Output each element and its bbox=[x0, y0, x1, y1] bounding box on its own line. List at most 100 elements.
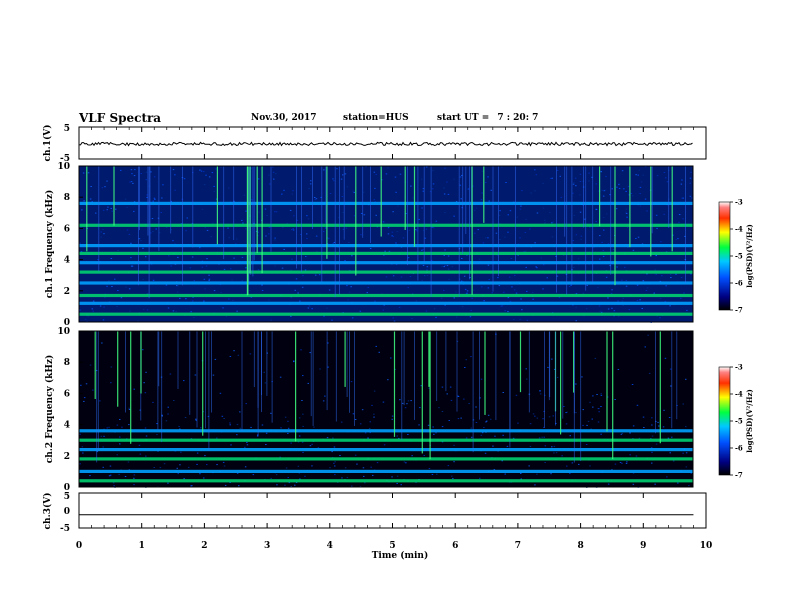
ch2-spectrogram-noise bbox=[589, 465, 591, 467]
ch2-spectrogram-noise bbox=[582, 424, 584, 426]
ch1-spectrogram-noise bbox=[520, 205, 522, 207]
ch1-spectrogram-sferic bbox=[261, 166, 263, 274]
ch1-spectrogram-noise bbox=[597, 287, 599, 289]
ch2-spectrogram-band bbox=[79, 479, 694, 483]
ch1-spectrogram-noise bbox=[504, 310, 506, 312]
ch1-spectrogram-noise bbox=[613, 310, 616, 312]
ch1-spectrogram-band bbox=[79, 251, 694, 255]
ch1-spectrogram-noise bbox=[602, 195, 605, 197]
ch1-spectrogram-noise bbox=[609, 194, 611, 196]
ch2-spectrogram-noise bbox=[246, 444, 249, 446]
ch2-spectrogram-noise bbox=[252, 474, 255, 476]
ch2-spectrogram-noise bbox=[295, 482, 298, 483]
ch2-spectrogram-ytick-label: 6 bbox=[64, 389, 70, 399]
ch2-spectrogram-noise bbox=[484, 452, 487, 454]
ch2-spectrogram-noise bbox=[449, 386, 452, 388]
ch2-spectrogram-noise bbox=[526, 378, 528, 380]
ch2-spectrogram-noise bbox=[369, 432, 371, 434]
ch2-spectrogram-noise bbox=[80, 384, 82, 386]
ch2-spectrogram-noise bbox=[116, 454, 118, 456]
ch1-spectrogram-noise bbox=[626, 227, 629, 228]
ch1-spectrogram-noise bbox=[509, 300, 512, 302]
ch2-spectrogram-noise bbox=[184, 417, 187, 418]
ch1-spectrogram-noise bbox=[102, 319, 105, 321]
ch1-spectrogram-sferic bbox=[614, 166, 616, 286]
ch1-spectrogram-noise bbox=[507, 297, 510, 299]
ch2-spectrogram-noise bbox=[663, 409, 665, 411]
ch1-spectrogram-noise bbox=[582, 292, 585, 294]
ch1-spectrogram-noise bbox=[579, 194, 581, 196]
ch1-spectrogram-noise bbox=[609, 265, 611, 267]
ch2-spectrogram-noise bbox=[79, 463, 81, 465]
ch2-spectrogram-noise bbox=[145, 371, 147, 373]
ch1-spectrogram-noise bbox=[646, 287, 649, 289]
ch2-spectrogram-noise bbox=[555, 452, 558, 454]
ch2-spectrogram-noise bbox=[383, 444, 386, 446]
ch2-spectrogram-ytick-label: 2 bbox=[64, 452, 70, 462]
ch1-spectrogram-noise bbox=[186, 217, 188, 219]
ch1-spectrogram-noise bbox=[192, 296, 194, 298]
ch1-spectrogram-sferic bbox=[248, 166, 250, 283]
ch1-spectrogram-noise bbox=[150, 171, 152, 173]
ch1-spectrogram-colorbar-tick-label: -3 bbox=[735, 198, 743, 207]
ch2-spectrogram-noise bbox=[299, 478, 301, 480]
ch1-spectrogram-noise bbox=[232, 299, 234, 301]
ch1-spectrogram-noise bbox=[315, 235, 318, 237]
ch1-spectrogram-noise bbox=[656, 175, 659, 177]
ch1-spectrogram-noise bbox=[588, 180, 590, 182]
ch2-spectrogram-noise bbox=[457, 395, 459, 397]
ch2-spectrogram-noise bbox=[538, 437, 541, 439]
ch1-spectrogram-noise bbox=[669, 274, 672, 276]
ch2-spectrogram-noise bbox=[249, 353, 252, 355]
ch1-spectrogram-noise bbox=[225, 315, 228, 317]
ch1-spectrogram-noise bbox=[373, 171, 376, 173]
ch2-spectrogram-noise bbox=[647, 334, 649, 336]
ch1-spectrogram-noise bbox=[89, 198, 92, 200]
ch1-spectrogram-noise bbox=[324, 227, 327, 229]
ch1-spectrogram-noise bbox=[102, 229, 104, 230]
ch1-spectrogram-sferic bbox=[147, 166, 149, 236]
ch1-spectrogram-noise bbox=[644, 166, 647, 168]
ch2-spectrogram-sferic bbox=[580, 331, 582, 462]
ch2-spectrogram-noise bbox=[216, 437, 218, 439]
ch2-spectrogram-noise bbox=[331, 451, 333, 453]
ch1-spectrogram-noise bbox=[106, 180, 108, 182]
ch1-spectrogram-noise bbox=[245, 228, 247, 230]
ch2-spectrogram-sferic bbox=[335, 331, 337, 422]
ch1-spectrogram-noise bbox=[656, 315, 658, 317]
ch1-spectrogram-noise bbox=[409, 276, 412, 278]
ch2-spectrogram-noise bbox=[354, 419, 357, 420]
ch2-spectrogram-sferic bbox=[436, 331, 438, 402]
ch1-spectrogram-noise bbox=[569, 249, 572, 251]
ch2-spectrogram-noise bbox=[99, 400, 101, 402]
ch1-spectrogram-sferic bbox=[404, 166, 406, 230]
ch1-spectrogram-noise bbox=[274, 239, 276, 241]
ch1-spectrogram-noise bbox=[220, 292, 222, 293]
ch2-spectrogram-noise bbox=[288, 482, 291, 484]
ch1-spectrogram-noise bbox=[656, 227, 658, 229]
ch1-spectrogram-noise bbox=[583, 315, 585, 317]
ch1-spectrogram-noise bbox=[336, 168, 338, 170]
ch2-spectrogram-noise bbox=[298, 417, 301, 419]
ch1-spectrogram-noise bbox=[236, 238, 238, 240]
time-tick-label: 10 bbox=[700, 541, 713, 551]
ch1-spectrogram-noise bbox=[201, 266, 204, 268]
ch1-spectrogram-noise bbox=[306, 238, 308, 239]
ch1-spectrogram-noise bbox=[504, 236, 506, 238]
ch1-spectrogram-band bbox=[79, 293, 694, 298]
ch1-spectrogram-noise bbox=[130, 242, 132, 244]
ch2-spectrogram-noise bbox=[632, 425, 635, 427]
ch2-spectrogram-noise bbox=[188, 466, 190, 468]
ch1-spectrogram-noise bbox=[625, 211, 627, 213]
ch2-spectrogram-noise bbox=[108, 475, 111, 477]
ch1-spectrogram-noise bbox=[605, 175, 607, 177]
ch1-spectrogram-noise bbox=[663, 213, 665, 215]
ch2-spectrogram-noise bbox=[279, 376, 282, 378]
ch1-spectrogram-noise bbox=[669, 305, 671, 307]
ch1-spectrogram-noise bbox=[159, 232, 161, 234]
ch1-spectrogram-noise bbox=[474, 232, 476, 234]
ch2-spectrogram-noise bbox=[465, 437, 468, 439]
ch1-spectrogram-noise bbox=[612, 248, 615, 250]
ch1-spectrogram-noise bbox=[283, 189, 285, 191]
ch1-spectrogram-noise bbox=[507, 311, 509, 312]
